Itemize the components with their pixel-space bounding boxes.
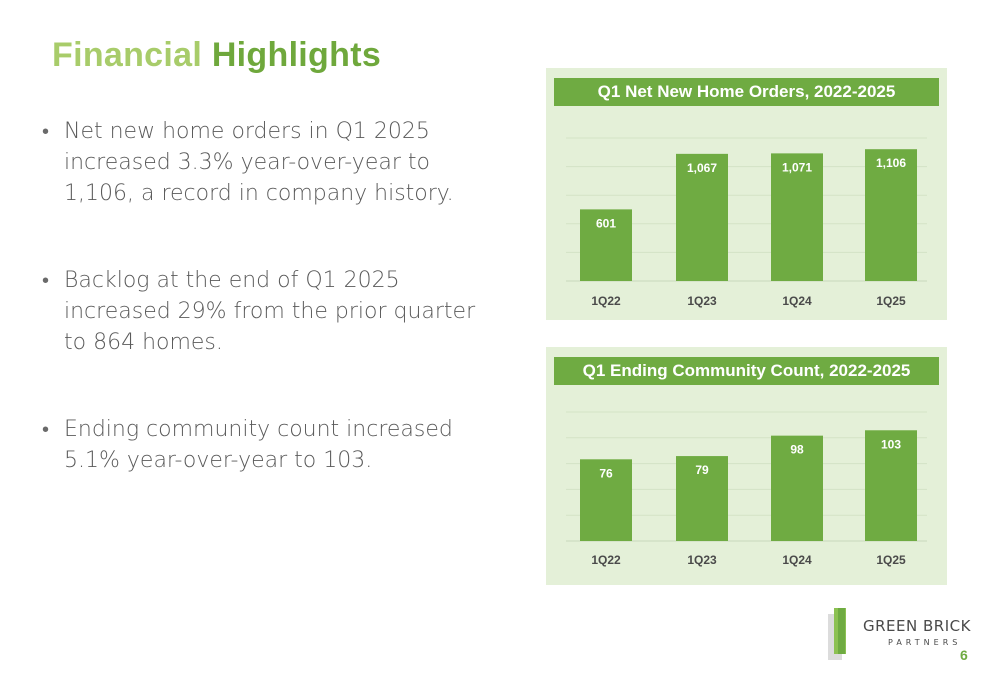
slide-title: Financial Highlights [52, 36, 381, 75]
green-brick-logo-icon [828, 608, 846, 660]
data-label-1Q24: 1,071 [782, 160, 812, 174]
logo-text-partners: PARTNERS [888, 638, 962, 647]
data-label-1Q23: 79 [695, 463, 709, 477]
data-label-1Q25: 103 [881, 437, 901, 451]
tick-label-1Q22: 1Q22 [591, 294, 621, 308]
data-label-1Q25: 1,106 [876, 156, 906, 170]
bar-1Q24 [771, 435, 823, 541]
orders-bar-chart: 601 1Q22 1,067 1Q23 1,071 1Q24 1,106 1Q25 [566, 137, 927, 308]
bar-1Q24 [771, 153, 823, 281]
data-label-1Q22: 76 [599, 466, 613, 480]
logo-text-green-brick: GREEN BRICK [863, 617, 971, 635]
tick-label-1Q25: 1Q25 [876, 294, 906, 308]
bullet-item-orders: Net new home orders in Q1 2025 increased… [40, 116, 490, 209]
chart-panel-community: Q1 Ending Community Count, 2022-2025 76 1… [546, 347, 947, 585]
data-label-1Q22: 601 [596, 216, 616, 230]
tick-label-1Q25: 1Q25 [876, 553, 906, 567]
tick-label-1Q24: 1Q24 [782, 294, 812, 308]
data-label-1Q24: 98 [790, 443, 804, 457]
bar-1Q23 [676, 153, 728, 281]
bar-1Q25 [865, 149, 917, 281]
title-highlights: Highlights [211, 36, 382, 74]
tick-label-1Q23: 1Q23 [687, 553, 717, 567]
page-number: 6 [960, 647, 968, 663]
community-bar-chart: 76 1Q22 79 1Q23 98 1Q24 103 1Q25 [566, 411, 927, 567]
bar-1Q22 [580, 209, 632, 281]
tick-label-1Q23: 1Q23 [687, 294, 717, 308]
bar-1Q23 [676, 456, 728, 541]
bullet-list: Net new home orders in Q1 2025 increased… [40, 116, 490, 476]
tick-label-1Q24: 1Q24 [782, 553, 812, 567]
tick-label-1Q22: 1Q22 [591, 553, 621, 567]
chart-panel-orders: Q1 Net New Home Orders, 2022-2025 601 1Q2… [546, 68, 947, 320]
bar-1Q22 [580, 459, 632, 541]
title-financial: Financial [52, 36, 203, 74]
bullet-item-backlog: Backlog at the end of Q1 2025 increased … [40, 265, 490, 358]
chart-title-orders: Q1 Net New Home Orders, 2022-2025 [554, 78, 939, 106]
bullet-item-community: Ending community count increased 5.1% ye… [40, 414, 490, 476]
chart-title-community: Q1 Ending Community Count, 2022-2025 [554, 357, 939, 385]
bar-1Q25 [865, 430, 917, 541]
data-label-1Q23: 1,067 [687, 161, 717, 175]
